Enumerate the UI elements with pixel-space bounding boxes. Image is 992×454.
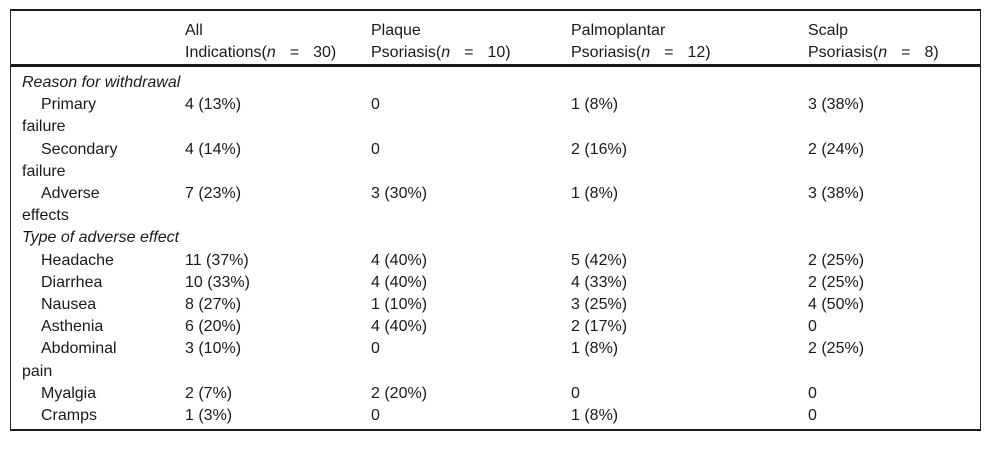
n-count: 8) bbox=[924, 44, 939, 61]
table-row-nausea: Nausea 8 (27%) 1 (10%) 3 (25%) 4 (50%) bbox=[11, 294, 980, 316]
column-header-line1: Scalp bbox=[808, 22, 849, 39]
n-variable: n bbox=[641, 44, 651, 61]
table-cell: 10 (33%) bbox=[185, 273, 250, 291]
equals-sign: = bbox=[664, 44, 674, 61]
row-label: Asthenia bbox=[41, 318, 104, 336]
row-label-continuation: failure bbox=[22, 162, 66, 180]
table-cell: 0 bbox=[808, 407, 817, 425]
table-row-primary-failure: Primary failure 4 (13%) 0 1 (8%) 3 (38%) bbox=[11, 94, 980, 138]
table-cell: 2 (17%) bbox=[571, 318, 628, 336]
header-paren-text: Psoriasis( bbox=[371, 44, 442, 61]
table-cell: 2 (25%) bbox=[808, 273, 865, 291]
table-cell: 3 (38%) bbox=[808, 185, 865, 203]
row-label-continuation: effects bbox=[22, 207, 69, 225]
row-label: Myalgia bbox=[41, 384, 97, 402]
table-cell: 1 (10%) bbox=[371, 296, 428, 314]
table-cell: 11 (37%) bbox=[185, 251, 249, 269]
row-label: Headache bbox=[41, 251, 114, 269]
table-cell: 4 (33%) bbox=[571, 273, 628, 291]
table-row-myalgia: Myalgia 2 (7%) 2 (20%) 0 0 bbox=[11, 383, 980, 405]
row-label: Secondary bbox=[41, 140, 118, 158]
table-cell: 0 bbox=[371, 96, 380, 114]
table-cell: 1 (8%) bbox=[571, 185, 619, 203]
table-cell: 1 (8%) bbox=[571, 340, 619, 358]
column-header-line2: Psoriasis(n = 8) bbox=[808, 42, 980, 64]
equals-sign: = bbox=[289, 44, 300, 61]
table-cell: 4 (13%) bbox=[185, 96, 242, 114]
column-header-line2: Indications(n = 30) bbox=[185, 42, 371, 64]
table-row-secondary-failure: Secondary failure 4 (14%) 0 2 (16%) 2 (2… bbox=[11, 139, 980, 183]
section-label: Reason for withdrawal bbox=[22, 74, 181, 91]
row-label-continuation: pain bbox=[22, 362, 53, 380]
table-cell: 0 bbox=[808, 318, 817, 336]
table-cell: 1 (8%) bbox=[571, 96, 619, 114]
section-row-type-of-adverse-effect: Type of adverse effect bbox=[11, 227, 980, 249]
table-cell: 2 (25%) bbox=[808, 251, 865, 269]
table-cell: 7 (23%) bbox=[185, 185, 242, 203]
table-cell: 1 (3%) bbox=[185, 407, 233, 425]
table-cell: 2 (16%) bbox=[571, 140, 628, 158]
column-header-plaque-psoriasis: Plaque Psoriasis(n = 10) bbox=[371, 20, 571, 64]
header-paren-text: Indications( bbox=[185, 44, 267, 61]
equals-sign: = bbox=[464, 44, 474, 61]
table-row-abdominal-pain: Abdominal pain 3 (10%) 0 1 (8%) 2 (25%) bbox=[11, 338, 980, 382]
table-cell: 0 bbox=[371, 340, 380, 358]
n-variable: n bbox=[441, 44, 451, 61]
table-cell: 4 (14%) bbox=[185, 140, 242, 158]
row-label: Nausea bbox=[41, 296, 97, 314]
table-cell: 3 (38%) bbox=[808, 96, 865, 114]
table-row-asthenia: Asthenia 6 (20%) 4 (40%) 2 (17%) 0 bbox=[11, 316, 980, 338]
table-cell: 1 (8%) bbox=[571, 407, 619, 425]
row-label: Adverse bbox=[41, 185, 100, 203]
table-cell: 5 (42%) bbox=[571, 251, 628, 269]
column-header-palmoplantar-psoriasis: Palmoplantar Psoriasis(n = 12) bbox=[571, 20, 808, 64]
n-variable: n bbox=[266, 44, 276, 61]
n-variable: n bbox=[878, 44, 888, 61]
section-label: Type of adverse effect bbox=[22, 229, 180, 247]
n-count: 12) bbox=[687, 44, 711, 61]
column-header-scalp-psoriasis: Scalp Psoriasis(n = 8) bbox=[808, 20, 980, 64]
column-header-all-indications: All Indications(n = 30) bbox=[185, 20, 371, 64]
table-cell: 4 (40%) bbox=[371, 318, 428, 336]
table-cell: 0 bbox=[571, 384, 580, 402]
header-paren-text: Psoriasis( bbox=[808, 44, 879, 61]
equals-sign: = bbox=[901, 44, 911, 61]
table-cell: 2 (7%) bbox=[185, 384, 233, 402]
column-header-line1: Plaque bbox=[371, 22, 421, 39]
table-cell: 2 (24%) bbox=[808, 140, 865, 158]
table-cell: 3 (25%) bbox=[571, 296, 628, 314]
table-cell: 0 bbox=[371, 407, 380, 425]
table-body: Reason for withdrawal Primary failure 4 … bbox=[11, 67, 980, 429]
row-label: Diarrhea bbox=[41, 273, 103, 291]
table-cell: 2 (20%) bbox=[371, 384, 428, 402]
row-label: Abdominal bbox=[41, 340, 117, 358]
section-row-reason-for-withdrawal: Reason for withdrawal bbox=[11, 72, 980, 94]
column-header-line1: All bbox=[185, 22, 203, 39]
row-label: Cramps bbox=[41, 407, 98, 425]
column-header-line1: Palmoplantar bbox=[571, 22, 666, 39]
row-label: Primary bbox=[41, 96, 97, 114]
column-header-line2: Psoriasis(n = 12) bbox=[571, 42, 808, 64]
table-row-adverse-effects: Adverse effects 7 (23%) 3 (30%) 1 (8%) 3… bbox=[11, 183, 980, 227]
table-row-cramps: Cramps 1 (3%) 0 1 (8%) 0 bbox=[11, 405, 980, 427]
table-cell: 4 (50%) bbox=[808, 296, 865, 314]
row-label-continuation: failure bbox=[22, 118, 66, 136]
table-cell: 2 (25%) bbox=[808, 340, 865, 358]
table-cell: 0 bbox=[808, 384, 817, 402]
n-count: 30) bbox=[313, 44, 337, 61]
header-paren-text: Psoriasis( bbox=[571, 44, 642, 61]
table-cell: 6 (20%) bbox=[185, 318, 242, 336]
table-cell: 3 (10%) bbox=[185, 340, 242, 358]
table-cell: 8 (27%) bbox=[185, 296, 242, 314]
table-cell: 3 (30%) bbox=[371, 185, 428, 203]
table-row-diarrhea: Diarrhea 10 (33%) 4 (40%) 4 (33%) 2 (25%… bbox=[11, 272, 980, 294]
table-row-headache: Headache 11 (37%) 4 (40%) 5 (42%) 2 (25%… bbox=[11, 250, 980, 272]
column-header-line2: Psoriasis(n = 10) bbox=[371, 42, 571, 64]
table-cell: 4 (40%) bbox=[371, 251, 428, 269]
table-header-row: All Indications(n = 30) Plaque Psoriasis(n… bbox=[11, 11, 980, 67]
n-count: 10) bbox=[487, 44, 511, 61]
table-cell: 0 bbox=[371, 140, 380, 158]
table-cell: 4 (40%) bbox=[371, 273, 428, 291]
withdrawal-adverse-effects-table: All Indications(n = 30) Plaque Psoriasis(n… bbox=[10, 9, 981, 431]
